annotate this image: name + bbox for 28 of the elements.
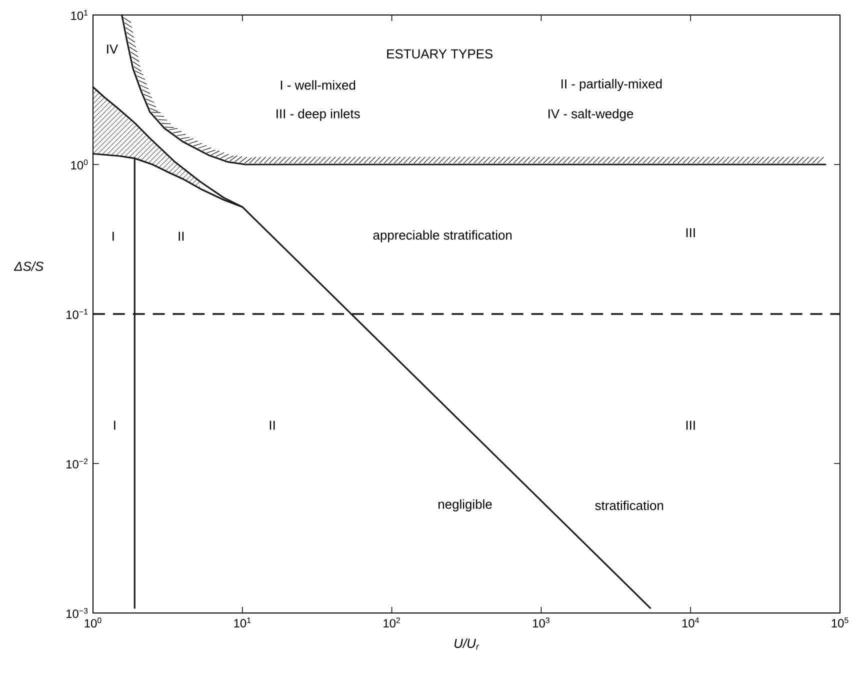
y-axis-title: ΔS/S <box>14 261 44 271</box>
y-tick-label: 10$^{−1}$ <box>66 309 88 319</box>
y-tick-label: 10$^{1}$ <box>71 10 88 20</box>
annotation: I <box>114 420 116 430</box>
annotation: appreciable stratification <box>373 230 512 242</box>
y-tick-label: 10$^{−3}$ <box>66 608 88 618</box>
x-axis-title: U/U$_{r}$ <box>454 638 480 650</box>
y-tick-label: 10$^{0}$ <box>71 159 88 170</box>
annotation: II <box>270 420 275 430</box>
y-tick-label: 10$^{−2}$ <box>66 458 88 469</box>
annotation: III <box>686 420 695 430</box>
x-tick-label: 10$^{0}$ <box>84 618 102 628</box>
annotation: II - partially-mixed <box>562 78 662 92</box>
x-tick-label: 10$^{4}$ <box>682 618 699 628</box>
x-tick-label: 10$^{1}$ <box>234 618 251 628</box>
x-tick-label: 10$^{3}$ <box>532 618 550 628</box>
x-tick-label: 10$^{5}$ <box>832 618 848 628</box>
annotation: IV - salt-wedge <box>548 108 634 121</box>
annotation: ESTUARY TYPES <box>387 49 493 58</box>
annotation: I - well-mixed <box>280 80 356 90</box>
x-tick-label: 10$^{2}$ <box>384 618 400 628</box>
annotation: IV <box>107 44 118 54</box>
annotation: III <box>686 228 695 238</box>
annotation: stratification <box>595 500 664 510</box>
annotation: negligible <box>438 499 492 512</box>
annotation: I <box>112 232 114 241</box>
annotation: II <box>178 232 184 241</box>
annotation: III - deep inlets <box>276 108 360 121</box>
